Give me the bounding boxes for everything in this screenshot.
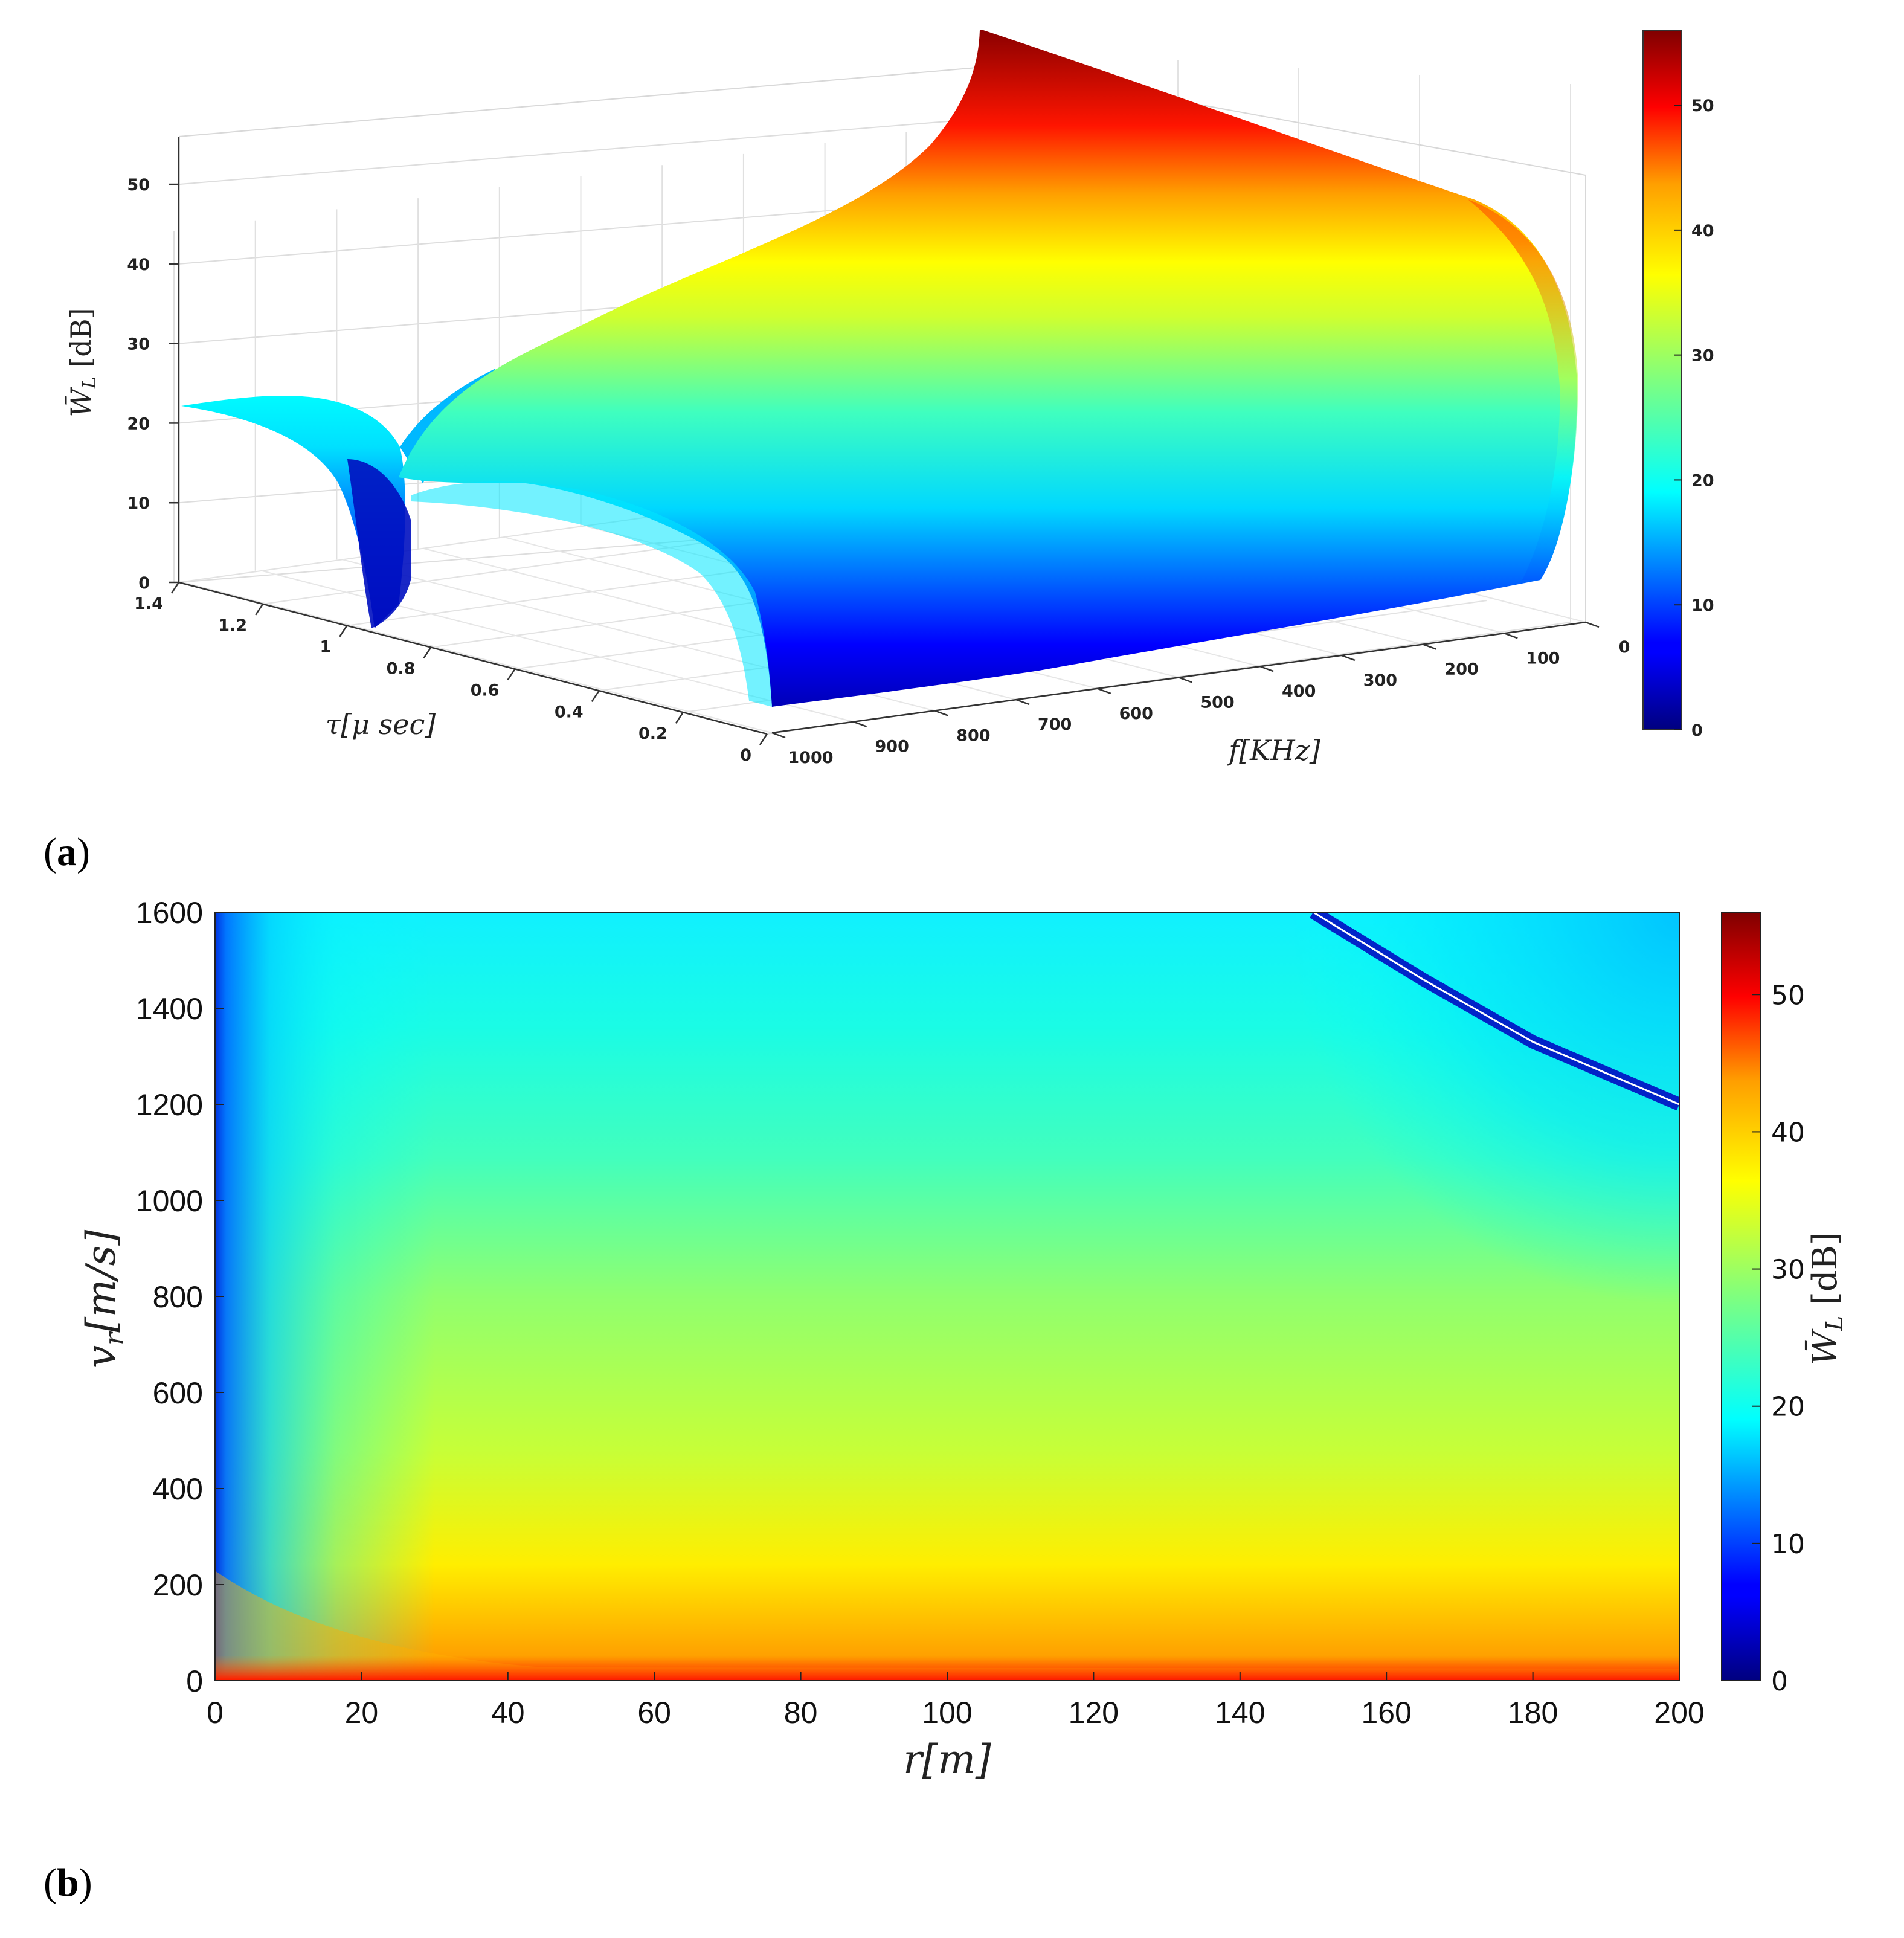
panel-b-x-tick: 160 [1361, 1696, 1411, 1730]
panel-b-colorbar-tick: 40 [1771, 1117, 1805, 1148]
panel-a-x-tick: 500 [1200, 694, 1234, 712]
panel-b-y-tick: 400 [153, 1472, 203, 1506]
panel-b-colorbar-tick: 10 [1771, 1529, 1805, 1560]
panel-a-colorbar-tick: 0 [1691, 721, 1703, 740]
panel-a-x-tick: 300 [1363, 671, 1397, 690]
panel-a-surface [181, 30, 1578, 707]
panel-a-y-tick: 0.4 [555, 703, 584, 721]
panel-a-colorbar-tick: 10 [1691, 596, 1714, 615]
panel-a-x-label: f[KHz] [1227, 734, 1320, 767]
panel-a-y-label: τ[μ sec] [326, 708, 436, 741]
panel-b-y-tick: 1400 [136, 992, 203, 1026]
panel-b-x-tick: 0 [207, 1696, 224, 1730]
panel-b-y-tick: 0 [186, 1664, 203, 1698]
panel-a-colorbar-tick: 50 [1691, 97, 1714, 115]
panel-a-y-tick: 0.8 [387, 660, 416, 678]
panel-b-y-tick: 800 [153, 1280, 203, 1314]
panel-a-x-tick: 800 [956, 726, 990, 745]
panel-a-y-tick: 0.2 [638, 724, 667, 743]
panel-b-heatmap [215, 912, 1679, 1681]
panel-b-x-tick: 20 [345, 1696, 379, 1730]
panel-a-colorbar [1642, 30, 1682, 730]
panel-a-z-tick: 0 [138, 574, 150, 593]
panel-a-y-tick: 0 [740, 746, 751, 765]
panel-a-colorbar-ticks: 0 10 20 30 40 50 [1674, 97, 1714, 740]
panel-a-x-tick: 100 [1526, 649, 1560, 668]
panel-b-colorbar-tick: 50 [1771, 980, 1805, 1011]
panel-a-x-tick: 700 [1038, 715, 1072, 734]
panel-b-y-tick: 200 [153, 1568, 203, 1602]
panel-b-x-tick: 100 [922, 1696, 972, 1730]
panel-a-y-tick: 0.6 [471, 681, 500, 700]
panel-b-label: (b) [43, 1861, 92, 1905]
panel-b-x-tick: 120 [1069, 1696, 1119, 1730]
panel-b-colorbar-tick: 20 [1771, 1392, 1805, 1423]
panel-a-y-tick: 1.4 [134, 594, 163, 613]
panel-b-colorbar-tick: 0 [1771, 1666, 1788, 1697]
panel-a-colorbar-tick: 30 [1691, 347, 1714, 365]
panel-b-colorbar-tick: 30 [1771, 1255, 1805, 1286]
panel-b-ticks: 0 20 40 60 80 100 120 140 160 180 200 0 200 400 600 800… [136, 896, 1705, 1730]
panel-a-z-tick: 30 [127, 335, 150, 354]
panel-a-z-tick: 10 [127, 494, 150, 513]
panel-a-x-tick: 900 [875, 738, 909, 756]
panel-b-y-tick: 1200 [136, 1088, 203, 1122]
panel-b-colorbar-label: W̄L [dB] [1804, 1232, 1848, 1365]
panel-b-heatmap-plot: 0 20 40 60 80 100 120 140 160 180 2000200400600800… [78, 896, 1848, 1783]
panel-a-z-tick: 20 [127, 414, 150, 433]
panel-a-z-label: W̄L [dB] [64, 308, 100, 417]
panel-a-z-tick: 40 [127, 256, 150, 274]
panel-b-x-tick: 200 [1654, 1696, 1704, 1730]
panel-b-y-tick: 1600 [136, 896, 203, 930]
panel-b-x-tick: 80 [784, 1696, 818, 1730]
panel-b-x-tick: 40 [491, 1696, 525, 1730]
panel-a-z-tick: 50 [127, 176, 150, 195]
panel-b-colorbar [1721, 912, 1761, 1681]
panel-a-colorbar-tick: 20 [1691, 471, 1714, 490]
panel-a-x-tick: 600 [1119, 704, 1153, 723]
panel-b-x-tick: 140 [1215, 1696, 1265, 1730]
panel-b-y-label: vr[m/s] [78, 1229, 130, 1368]
panel-a-y-tick: 1.2 [218, 616, 247, 635]
panel-a-x-tick: 1000 [788, 748, 833, 767]
panel-a-x-tick: 200 [1444, 660, 1478, 679]
panel-b-colorbar-ticks: 0 10 20 30 40 50 [1752, 980, 1805, 1697]
panel-a-surface-plot: 0102030405000.20.40.60.811.21.4100090080… [64, 30, 1714, 767]
panel-a-x-tick: 400 [1282, 682, 1316, 701]
panel-a-x-tick: 0 [1619, 638, 1630, 657]
panel-b-x-tick: 180 [1508, 1696, 1558, 1730]
panel-a-y-tick: 1 [320, 638, 331, 657]
panel-b-y-tick: 600 [153, 1376, 203, 1410]
panel-a-ticks: 0102030405000.20.40.60.811.21.4100090080… [127, 176, 1630, 767]
panel-b-y-tick: 1000 [136, 1184, 203, 1218]
panel-a-colorbar-tick: 40 [1691, 222, 1714, 240]
panel-a-label: (a) [43, 830, 90, 874]
panel-b-x-tick: 60 [637, 1696, 671, 1730]
panel-b-x-label: r[m] [903, 1736, 991, 1783]
